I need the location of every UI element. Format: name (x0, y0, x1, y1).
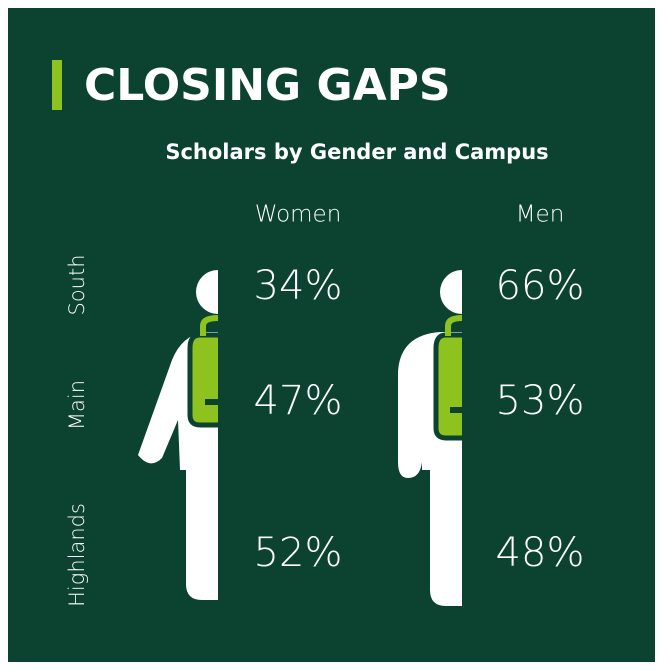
value-label: 53% (496, 378, 585, 424)
man-figure (398, 270, 463, 606)
value-label: 47% (254, 378, 343, 424)
title-accent (52, 60, 62, 110)
campus-label: Main (65, 380, 89, 430)
value-label: 48% (496, 530, 585, 576)
chart-title: CLOSING GAPS (84, 60, 451, 111)
campus-label: Highlands (65, 503, 89, 607)
legend-label: Men (516, 202, 565, 228)
panel (8, 8, 655, 662)
campus-label: South (65, 254, 89, 315)
value-label: 66% (496, 263, 585, 309)
value-label: 34% (254, 263, 343, 309)
legend-label: Women (255, 202, 342, 228)
woman-figure (138, 270, 219, 600)
chart-subtitle: Scholars by Gender and Campus (165, 140, 548, 164)
value-label: 52% (254, 530, 343, 576)
